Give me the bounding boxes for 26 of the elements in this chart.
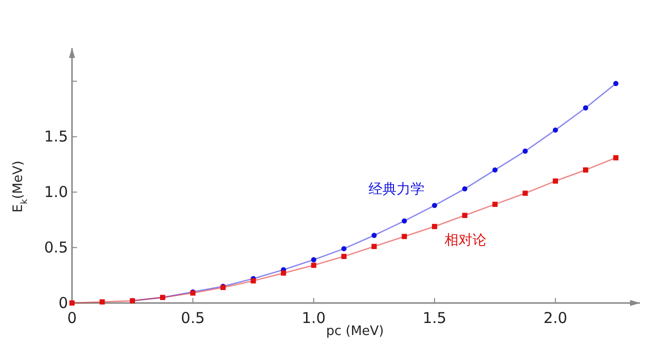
point (402, 218, 407, 224)
point (311, 262, 316, 268)
point (522, 148, 528, 154)
point (492, 167, 498, 173)
point (341, 254, 347, 260)
point (280, 270, 286, 276)
point (613, 80, 618, 86)
point (372, 244, 377, 250)
point (492, 202, 498, 207)
point (432, 224, 438, 230)
point (462, 212, 468, 218)
point (69, 300, 75, 306)
point (100, 299, 105, 304)
point (552, 178, 558, 184)
point (583, 167, 588, 173)
point (432, 202, 438, 208)
point (552, 127, 558, 133)
point (402, 234, 407, 240)
x-axis-title: pc (MeV) (326, 324, 384, 339)
point (311, 257, 316, 262)
point (522, 190, 528, 196)
point (462, 186, 468, 192)
point (372, 232, 377, 238)
point (613, 155, 618, 160)
point (583, 105, 588, 110)
point (341, 246, 347, 252)
